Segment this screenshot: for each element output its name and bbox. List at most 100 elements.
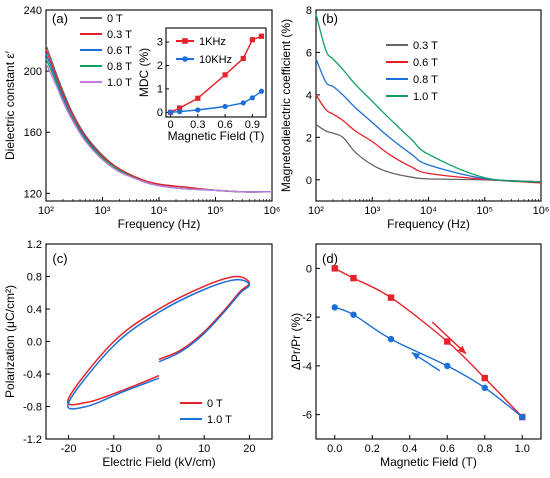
inset-y-tick-label: 2 bbox=[157, 60, 163, 72]
legend-entry: 1.0 T bbox=[207, 414, 232, 426]
y-axis-label: Dielectric constant ε′ bbox=[3, 50, 17, 160]
inset-frame bbox=[165, 27, 267, 118]
legend-entry: 0.6 T bbox=[107, 45, 132, 57]
data-point-square bbox=[195, 95, 201, 101]
y-tick-label: 0 bbox=[306, 263, 312, 275]
legend-entry: 0 T bbox=[107, 13, 123, 25]
y-axis-label: ΔPr/Pr (%) bbox=[289, 313, 303, 370]
series-line bbox=[315, 94, 542, 184]
data-point-square bbox=[481, 374, 488, 382]
inset-y-tick-label: 0 bbox=[157, 107, 163, 119]
x-tick-label: -10 bbox=[106, 443, 122, 455]
inset-x-tick-label: 0.3 bbox=[190, 119, 205, 131]
inset-y-tick-label: 3 bbox=[157, 37, 163, 49]
y-tick-label: 8 bbox=[306, 5, 312, 17]
data-point-square bbox=[350, 274, 357, 282]
series-line bbox=[315, 58, 542, 183]
data-point-square bbox=[222, 72, 228, 78]
y-tick-label: 200 bbox=[24, 66, 42, 78]
legend-entry: 0.8 T bbox=[107, 61, 132, 73]
data-point-circle bbox=[177, 109, 183, 115]
x-tick-label: 1.0 bbox=[515, 443, 530, 455]
series-line bbox=[45, 54, 273, 193]
series-line bbox=[66, 275, 251, 406]
legend-entry: 0.8 T bbox=[413, 74, 438, 86]
x-tick-label: 10² bbox=[308, 205, 324, 217]
y-tick-label: 0.0 bbox=[27, 337, 42, 349]
y-tick-label: 120 bbox=[24, 188, 42, 200]
x-tick-label: 0.8 bbox=[477, 443, 492, 455]
inset-series-line bbox=[170, 90, 262, 113]
data-point-square bbox=[258, 33, 265, 39]
data-point-circle bbox=[182, 56, 188, 62]
x-tick-label: 20 bbox=[243, 443, 255, 455]
data-point-circle bbox=[167, 109, 174, 115]
y-tick-label: 2 bbox=[306, 132, 312, 144]
x-tick-label: 10⁵ bbox=[207, 205, 224, 217]
data-point-circle bbox=[331, 304, 338, 311]
x-tick-label: 0.6 bbox=[440, 443, 455, 455]
x-tick-label: 0.2 bbox=[365, 443, 380, 455]
y-axis-label: Polarization (μC/cm²) bbox=[3, 285, 17, 398]
legend-entry: 10KHz bbox=[199, 54, 232, 66]
x-tick-label: -20 bbox=[61, 443, 77, 455]
data-point-circle bbox=[240, 100, 246, 106]
x-tick-label: 10⁶ bbox=[533, 205, 550, 217]
data-point-circle bbox=[444, 362, 451, 370]
series-line bbox=[334, 306, 523, 418]
inset-y-tick-label: 1 bbox=[157, 83, 163, 95]
panel-label: (d) bbox=[322, 251, 338, 266]
series-line bbox=[315, 14, 542, 183]
inset-x-tick-label: 0.6 bbox=[217, 119, 232, 131]
plot-frame bbox=[45, 243, 273, 440]
panel-label: (a) bbox=[52, 11, 68, 26]
data-point-square bbox=[182, 38, 188, 44]
y-tick-label: -2 bbox=[302, 312, 312, 324]
data-point-circle bbox=[519, 413, 526, 421]
legend-entry: 0 T bbox=[207, 398, 223, 410]
data-point-circle bbox=[195, 107, 201, 113]
x-tick-label: 10³ bbox=[95, 205, 111, 217]
data-point-circle bbox=[481, 384, 488, 392]
data-point-circle bbox=[387, 335, 395, 343]
y-tick-label: -0.8 bbox=[23, 402, 42, 414]
inset-x-axis-label: Magnetic Field (T) bbox=[168, 129, 265, 143]
arrow-head bbox=[411, 352, 421, 360]
y-tick-label: 0 bbox=[306, 175, 312, 187]
plot-frame bbox=[315, 9, 542, 202]
y-tick-label: 160 bbox=[24, 127, 42, 139]
x-tick-label: 0 bbox=[156, 443, 162, 455]
y-tick-label: 4 bbox=[306, 90, 312, 102]
data-point-square bbox=[177, 105, 183, 111]
series-line bbox=[45, 63, 273, 193]
panel-label: (c) bbox=[52, 251, 67, 266]
data-point-circle bbox=[258, 88, 265, 94]
series-line bbox=[66, 278, 251, 410]
x-axis-label: Magnetic Field (T) bbox=[380, 455, 477, 469]
legend-entry: 1KHz bbox=[199, 36, 226, 48]
x-tick-label: 10 bbox=[198, 443, 210, 455]
y-tick-label: -6 bbox=[302, 410, 312, 422]
y-tick-label: 240 bbox=[24, 5, 42, 17]
y-tick-label: 0.8 bbox=[27, 272, 42, 284]
legend-entry: 0.3 T bbox=[107, 29, 132, 41]
y-tick-label: -4 bbox=[302, 361, 312, 373]
inset-x-tick-label: 0.9 bbox=[245, 119, 260, 131]
data-point-circle bbox=[222, 103, 228, 110]
x-tick-label: 10³ bbox=[364, 205, 380, 217]
plot-frame bbox=[315, 243, 542, 440]
x-tick-label: 10⁶ bbox=[264, 205, 281, 217]
data-point-square bbox=[444, 338, 451, 345]
data-point-square bbox=[240, 55, 246, 62]
x-tick-label: 10⁴ bbox=[151, 205, 168, 217]
data-point-square bbox=[387, 294, 395, 301]
x-axis-label: Electric Field (kV/cm) bbox=[102, 455, 215, 469]
series-line bbox=[315, 124, 542, 183]
legend-entry: 1.0 T bbox=[413, 91, 438, 103]
data-point-circle bbox=[249, 95, 255, 101]
x-axis-label: Frequency (Hz) bbox=[387, 217, 470, 231]
panel-label: (b) bbox=[322, 11, 338, 26]
x-tick-label: 0.4 bbox=[402, 443, 417, 455]
y-tick-label: -1.2 bbox=[23, 434, 42, 446]
legend-entry: 1.0 T bbox=[107, 77, 132, 89]
